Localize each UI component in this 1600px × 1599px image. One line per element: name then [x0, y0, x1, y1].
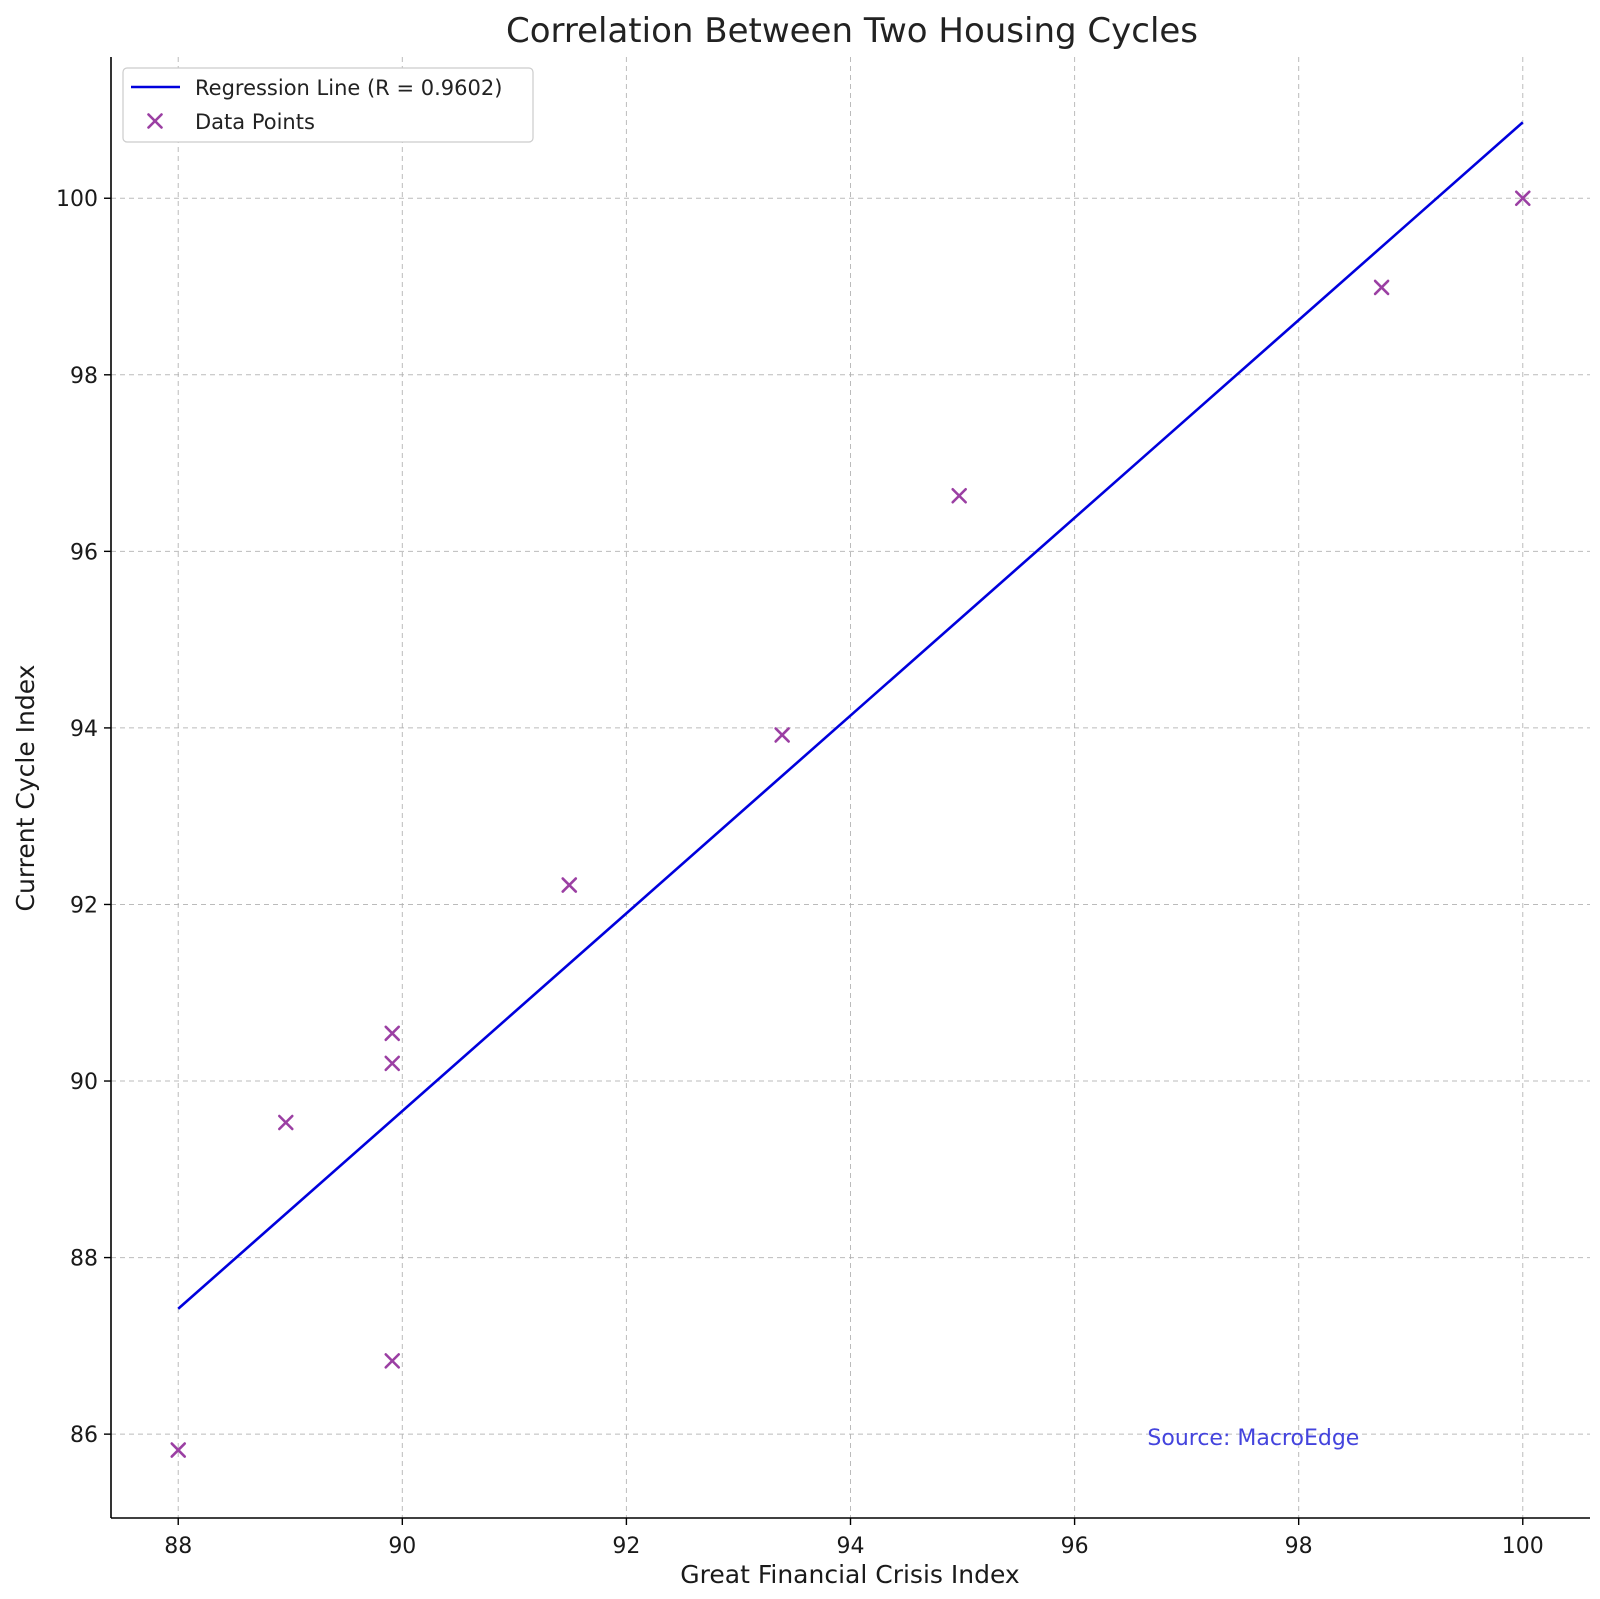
data-point-marker — [1514, 190, 1531, 207]
x-tick-label: 100 — [1502, 1534, 1544, 1559]
legend-x-marker — [147, 113, 163, 129]
data-point-marker — [384, 1055, 401, 1072]
legend-label-regression: Regression Line (R = 0.9602) — [195, 76, 502, 100]
data-point-marker — [170, 1442, 187, 1458]
x-tick-label: 92 — [612, 1534, 640, 1559]
x-tick-label: 88 — [164, 1534, 192, 1559]
legend-marker-data-points — [147, 113, 163, 129]
chart-title: Correlation Between Two Housing Cycles — [506, 11, 1198, 51]
data-point-marker — [277, 1114, 294, 1131]
y-axis-title: Current Cycle Index — [11, 665, 40, 912]
x-ticks: 88 90 92 94 96 98 100 — [164, 1518, 1544, 1559]
y-tick-label: 100 — [56, 187, 98, 212]
source-annotation: Source: MacroEdge — [1147, 1426, 1359, 1451]
x-tick-label: 96 — [1061, 1534, 1089, 1559]
x-axis-title: Great Financial Crisis Index — [680, 1560, 1019, 1589]
data-point-marker — [1373, 279, 1390, 296]
data-point-marker — [384, 1353, 401, 1369]
data-point-marker — [561, 877, 578, 893]
y-tick-label: 96 — [70, 540, 98, 565]
y-tick-label: 88 — [70, 1247, 98, 1272]
annotation-layer: Source: MacroEdge — [1147, 1426, 1359, 1451]
y-tick-label: 90 — [70, 1070, 98, 1095]
y-ticks: 86 88 90 92 94 96 98 100 — [56, 187, 111, 1448]
x-tick-label: 90 — [388, 1534, 416, 1559]
data-point-marker — [774, 727, 790, 743]
data-point-marker — [384, 1025, 401, 1042]
y-tick-label: 98 — [70, 364, 98, 389]
x-tick-label: 98 — [1285, 1534, 1313, 1559]
regression-line-layer — [177, 121, 1524, 1310]
legend-box — [122, 67, 534, 143]
regression-line — [177, 121, 1524, 1310]
y-tick-label: 92 — [70, 893, 98, 918]
legend: Regression Line (R = 0.9602) Data Points — [122, 67, 534, 143]
y-tick-label: 94 — [70, 717, 98, 742]
y-tick-label: 86 — [70, 1423, 98, 1448]
x-tick-label: 94 — [837, 1534, 865, 1559]
legend-label-data-points: Data Points — [195, 110, 315, 134]
grid-layer — [111, 57, 1590, 1518]
data-point-marker — [951, 487, 967, 504]
data-points-layer — [170, 190, 1531, 1458]
